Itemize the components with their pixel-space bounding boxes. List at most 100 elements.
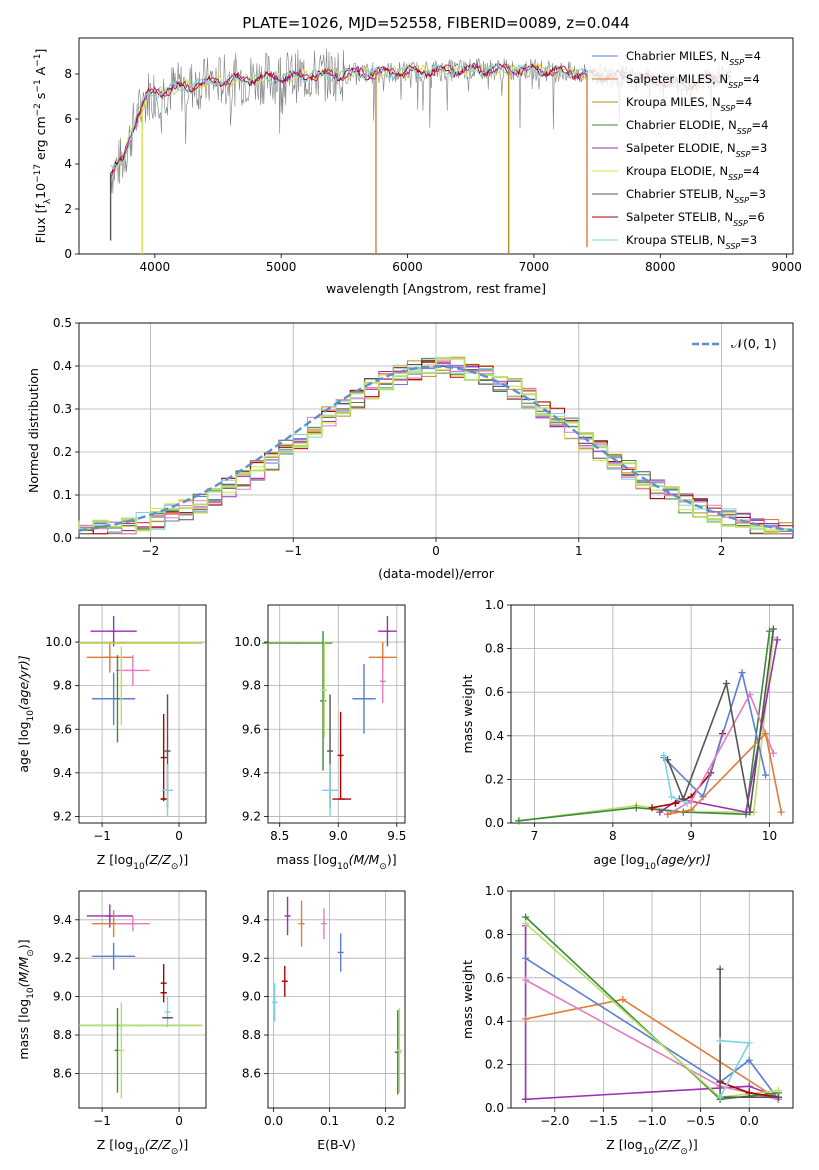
label-part: Z [log [97, 1137, 133, 1152]
x-tick-label: 2 [718, 544, 726, 558]
x-tick-label: 5000 [266, 260, 297, 274]
label-part: 10 [337, 862, 349, 872]
legend-entry: Chabrier STELIB, NSSP=3 [626, 187, 766, 205]
y-tick-label: 8.8 [53, 1028, 72, 1042]
label-part: )] [178, 1137, 188, 1152]
legend-sub: SSP [734, 196, 749, 205]
label-part: 10 [643, 1147, 655, 1157]
x-axis-label: (data-model)/error [378, 566, 495, 581]
weight-series-line [667, 731, 783, 816]
x-tick-label: −1.5 [589, 1114, 618, 1128]
legend-suffix: =4 [735, 95, 752, 109]
weight-series-marker [777, 808, 785, 816]
label-part: Z [log [97, 852, 133, 867]
x-tick-label: 10 [762, 829, 777, 843]
label-part: λ [43, 198, 53, 204]
legend-entry: Salpeter STELIB, NSSP=6 [626, 210, 765, 228]
x-axis-label: Z [log10(Z/Z⊙)] [606, 1137, 697, 1157]
weight-series-marker [632, 804, 640, 812]
weight-series-marker [762, 771, 770, 779]
x-tick-label: 0.0 [740, 1114, 759, 1128]
x-tick-label: 0 [175, 1114, 183, 1128]
label-part: (M/M [16, 957, 31, 988]
x-tick-label: 0 [175, 829, 183, 843]
legend-label: Chabrier ELODIE, N [626, 118, 737, 132]
x-tick-label: 9.5 [387, 829, 406, 843]
y-tick-label: 9.2 [53, 951, 72, 965]
label-part: 10 [26, 987, 36, 999]
label-part: )] [688, 1137, 698, 1152]
y-tick-label: 0.8 [485, 642, 504, 656]
legend-suffix: =4 [743, 164, 760, 178]
label-part: −1 [33, 79, 43, 92]
weight-series-marker [766, 627, 773, 635]
legend-suffix: =4 [744, 49, 761, 63]
panel-age_vs_mass: 8.5 9.0 9.5 9.2 9.4 9.6 9.8 10.0 mass [log10(M/M… [234, 604, 406, 872]
histogram-series [78, 357, 793, 534]
y-tick-label: 10.0 [234, 635, 261, 649]
weight-series-marker [745, 1082, 753, 1090]
weight-series-marker [769, 634, 777, 642]
label-part: −1 [33, 54, 43, 67]
y-tick-label: 0.6 [485, 971, 504, 985]
x-tick-label: 0.2 [376, 1114, 395, 1128]
label-part: ⊙ [379, 862, 387, 872]
legend-entry: Chabrier ELODIE, NSSP=4 [626, 118, 768, 136]
weight-series-marker [769, 749, 777, 757]
x-tick-label: 8 [609, 829, 617, 843]
weight-series-marker [656, 808, 664, 816]
x-tick-label: 0.1 [320, 1114, 339, 1128]
label-part: −17 [33, 164, 43, 183]
weight-series-marker [722, 679, 730, 687]
axes-frame [78, 37, 794, 255]
y-axis-label: mass weight [460, 674, 475, 753]
axes-frame [78, 890, 207, 1109]
x-tick-label: −0.5 [686, 1114, 715, 1128]
label-part: (Z/Z [654, 1137, 681, 1152]
label-part: (age/yr)] [16, 655, 31, 710]
x-tick-label: −1 [93, 1114, 111, 1128]
weight-series-marker [774, 1093, 782, 1101]
y-tick-label: 6 [64, 112, 72, 126]
x-tick-label: 0 [432, 544, 440, 558]
weight-series-marker [774, 1087, 782, 1095]
y-tick-label: 9.6 [242, 722, 261, 736]
weight-series-marker [738, 669, 746, 677]
label-part: ⊙ [171, 862, 179, 872]
x-tick-label: 8000 [645, 260, 676, 274]
y-tick-label: 9.4 [242, 913, 261, 927]
y-tick-label: 9.4 [242, 766, 261, 780]
legend-entry: Chabrier MILES, NSSP=4 [626, 49, 761, 67]
y-tick-label: 0.1 [53, 488, 72, 502]
weight-series-marker [515, 817, 523, 825]
legend-entry: Kroupa MILES, NSSP=4 [626, 95, 752, 113]
axes-frame [78, 322, 794, 539]
y-tick-label: 0.2 [53, 445, 72, 459]
x-tick-label: 9.0 [329, 829, 348, 843]
y-axis-label: Flux [fλ10−17 erg cm−2 s−1 A−1] [33, 49, 53, 244]
y-tick-label: 0.2 [485, 1058, 504, 1072]
legend-sub: SSP [737, 127, 752, 136]
label-part: ] [33, 49, 48, 54]
panel-age_vs_Z: −1 09.29.49.69.810.0Z [log10(Z/Z⊙)]age [l… [16, 604, 207, 872]
axes-frame [510, 604, 794, 824]
figure-title: PLATE=1026, MJD=52558, FIBERID=0089, z=0… [242, 14, 629, 32]
y-tick-label: 8.6 [53, 1066, 72, 1080]
weight-series-marker [745, 1039, 753, 1047]
weight-series-marker [745, 1089, 753, 1097]
weight-series-marker [716, 1093, 724, 1101]
weight-series-marker [687, 806, 695, 814]
legend-suffix: =4 [752, 118, 769, 132]
y-tick-label: 0.0 [53, 531, 72, 545]
weight-series-marker [773, 636, 781, 644]
label-part: mass [log [276, 852, 337, 867]
label-part: age [log [16, 721, 31, 772]
weight-series-marker [522, 920, 530, 928]
x-axis-label: Z [log10(Z/Z⊙)] [97, 852, 188, 872]
weight-series-marker [683, 799, 691, 807]
legend-label: Chabrier MILES, N [626, 49, 729, 63]
label-part: )] [16, 939, 31, 949]
legend-entry: Kroupa STELIB, NSSP=3 [626, 233, 757, 251]
y-tick-label: 9.4 [53, 766, 72, 780]
